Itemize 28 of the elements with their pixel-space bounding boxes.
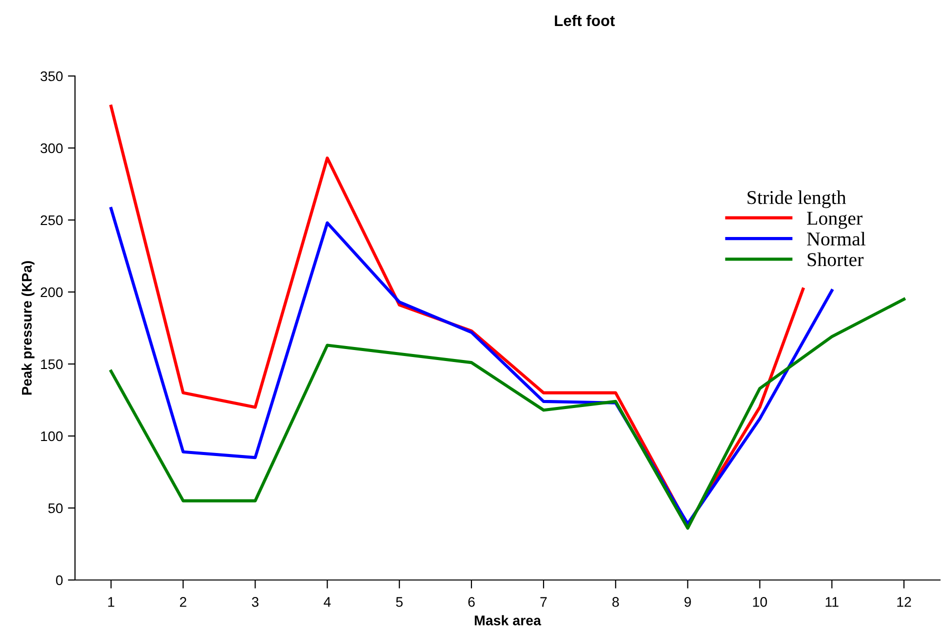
legend-label: Normal	[807, 232, 866, 246]
x-tick-label: 4	[324, 597, 331, 607]
x-tick-label: 2	[180, 597, 186, 607]
y-axis-title: Peak pressure (KPa)	[22, 261, 34, 395]
legend-label: Longer	[807, 212, 862, 229]
x-tick-label: 12	[897, 597, 911, 607]
y-tick-label: 150	[41, 359, 63, 370]
y-tick-label: 300	[40, 143, 63, 154]
y-tick-label: 250	[40, 215, 63, 226]
y-tick-label: 100	[41, 431, 63, 442]
x-axis-title: Mask area	[474, 615, 542, 626]
line-series	[110, 298, 906, 530]
x-tick-label: 3	[252, 597, 258, 607]
x-tick-label: 7	[540, 597, 547, 607]
legend-label: Shorter	[808, 252, 864, 266]
y-tick-label: 200	[40, 287, 63, 298]
y-tick-label: 0	[56, 575, 63, 586]
x-tick-label: 8	[612, 597, 619, 607]
chart-title: Left foot	[554, 14, 615, 26]
x-tick-label: 11	[826, 597, 838, 607]
x-tick-label: 1	[108, 597, 114, 607]
x-tick-label: 6	[468, 597, 475, 607]
x-tick-label: 9	[684, 597, 691, 607]
y-tick-label: 50	[48, 503, 63, 514]
legend-title: Stride length	[748, 190, 846, 208]
x-tick-label: 10	[753, 597, 767, 607]
x-tick-label: 5	[396, 597, 403, 607]
y-tick-label: 350	[40, 71, 63, 82]
